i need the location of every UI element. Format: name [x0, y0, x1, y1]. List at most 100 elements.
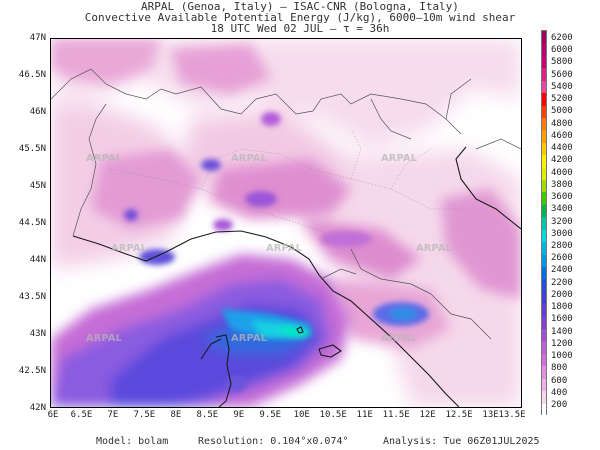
colorbar-tick-label: 800 [551, 363, 568, 374]
watermark-label: ARPAL [111, 243, 148, 254]
longitude-tick-label: 10.5E [319, 410, 347, 420]
longitude-tick-label: 9.5E [259, 410, 282, 420]
latitude-tick-label: 46.5N [18, 70, 46, 80]
cape-mid-field [51, 39, 521, 349]
longitude-tick-label: 8.5E [196, 410, 219, 420]
colorbar-swatch [542, 291, 546, 305]
latitude-tick-label: 47N [29, 33, 46, 43]
colorbar-tick-label: 2200 [551, 277, 573, 288]
colorbar-tick-label: 2600 [551, 253, 573, 264]
watermarks: ARPAL ARPAL ARPAL ARPAL ARPAL ARPAL ARPA… [86, 153, 453, 344]
colorbar-swatch [542, 68, 546, 82]
colorbar-swatch [542, 31, 546, 44]
colorbar-tick-label: 4400 [551, 143, 573, 154]
colorbar-swatch [542, 316, 546, 330]
longitude-tick-label: 7E [107, 410, 119, 420]
longitude-tick-label: 13.5E [498, 410, 526, 420]
colorbar-swatch [542, 55, 546, 69]
colorbar-tick-label: 5200 [551, 94, 573, 105]
colorbar [541, 30, 547, 417]
colorbar-swatch [542, 229, 546, 243]
watermark-label: ARPAL [231, 333, 268, 344]
colorbar-tick-label: 1600 [551, 314, 573, 325]
watermark-label: ARPAL [86, 153, 123, 164]
resolution-label: Resolution: 0.104°x0.074° [198, 436, 349, 447]
colorbar-swatch [542, 254, 546, 268]
watermark-label: ARPAL [266, 243, 303, 254]
colorbar-swatch [542, 117, 546, 131]
colorbar-tick-label: 4800 [551, 118, 573, 129]
latitude-tick-label: 45N [29, 181, 46, 191]
latitude-tick-label: 44.5N [18, 218, 46, 228]
colorbar-swatch [542, 130, 546, 144]
longitude-tick-label: 7.5E [133, 410, 156, 420]
colorbar-swatch [542, 167, 546, 181]
longitude-tick-label: 8E [170, 410, 182, 420]
colorbar-swatch [542, 43, 546, 57]
watermark-label: ARPAL [381, 333, 418, 344]
longitude-tick-label: 9E [233, 410, 245, 420]
longitude-tick-label: 11E [356, 410, 373, 420]
longitude-tick-label: 13E [482, 410, 499, 420]
watermark-label: ARPAL [416, 243, 453, 254]
cape-map: ARPAL ARPAL ARPAL ARPAL ARPAL ARPAL ARPA… [50, 38, 522, 408]
colorbar-tick-label: 400 [551, 387, 568, 398]
colorbar-tick-label: 1000 [551, 351, 573, 362]
colorbar-tick-label: 6200 [551, 33, 573, 43]
colorbar-tick-label: 200 [551, 400, 568, 410]
colorbar-swatch [542, 353, 546, 367]
title-line-2: Convective Available Potential Energy (J… [84, 11, 516, 24]
latitude-tick-label: 43.5N [18, 292, 46, 302]
colorbar-swatch [542, 217, 546, 231]
latitude-tick-label: 45.5N [18, 144, 46, 154]
colorbar-swatch [542, 329, 546, 342]
colorbar-swatch [542, 105, 546, 119]
colorbar-swatch [542, 366, 546, 380]
latitude-tick-label: 42N [29, 403, 46, 413]
colorbar-swatch [542, 341, 546, 355]
colorbar-tick-label: 2000 [551, 289, 573, 300]
latitude-tick-label: 46N [29, 107, 46, 117]
longitude-tick-label: 6E [47, 410, 59, 420]
colorbar-swatch [542, 391, 546, 405]
colorbar-swatch [542, 192, 546, 206]
analysis-label: Analysis: Tue 06Z01JUL2025 [383, 436, 540, 447]
colorbar-swatch [542, 378, 546, 392]
colorbar-swatch [542, 279, 546, 293]
coastlines [72, 146, 521, 407]
watermark-label: ARPAL [86, 333, 123, 344]
latitude-tick-label: 43N [29, 329, 46, 339]
longitude-tick-label: 10E [293, 410, 310, 420]
colorbar-tick-label: 1800 [551, 302, 573, 313]
colorbar-tick-label: 2400 [551, 265, 573, 276]
colorbar-tick-label: 4600 [551, 130, 573, 141]
title-line-3: 18 UTC Wed 02 JUL – τ = 36h [210, 22, 390, 35]
latitude-tick-label: 44N [29, 255, 46, 265]
colorbar-tick-label: 2800 [551, 240, 573, 251]
longitude-tick-label: 11.5E [382, 410, 410, 420]
colorbar-tick-label: 5400 [551, 81, 573, 92]
colorbar-tick-label: 4000 [551, 167, 573, 178]
colorbar-tick-label: 3600 [551, 192, 573, 203]
colorbar-tick-label: 5800 [551, 57, 573, 68]
cape-high-cells [124, 112, 429, 392]
colorbar-tick-label: 5000 [551, 106, 573, 117]
longitude-tick-label: 6.5E [70, 410, 93, 420]
colorbar-tick-label: 5600 [551, 69, 573, 80]
colorbar-tick-label: 1400 [551, 326, 573, 337]
colorbar-swatch [542, 204, 546, 218]
watermark-label: ARPAL [381, 153, 418, 164]
colorbar-swatch [542, 142, 546, 156]
map-canvas: ARPAL ARPAL ARPAL ARPAL ARPAL ARPAL ARPA… [51, 39, 521, 407]
latitude-tick-label: 42.5N [18, 366, 46, 376]
watermark-label: ARPAL [231, 153, 268, 164]
title-line-1: ARPAL (Genoa, Italy) – ISAC-CNR (Bologna… [141, 0, 459, 13]
colorbar-tick-label: 3400 [551, 204, 573, 215]
colorbar-swatch [542, 266, 546, 280]
colorbar-swatch [542, 304, 546, 318]
colorbar-tick-label: 1200 [551, 338, 573, 349]
colorbar-tick-label: 4200 [551, 155, 573, 166]
colorbar-swatch [542, 180, 546, 193]
colorbar-swatch [542, 155, 546, 169]
colorbar-swatch [542, 242, 546, 256]
